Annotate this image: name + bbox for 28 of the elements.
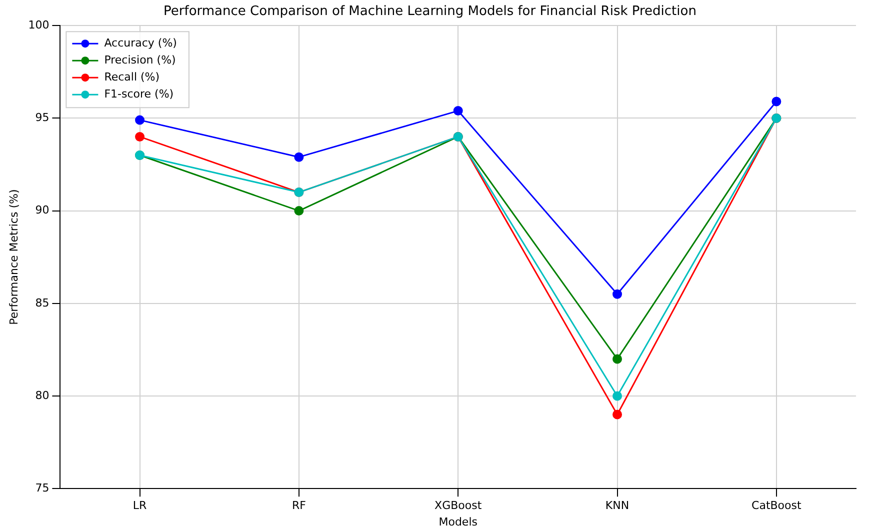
chart-title: Performance Comparison of Machine Learning Models for Financial Risk Prediction [164, 4, 696, 20]
y-axis-title: Performance Metrics (%) [7, 189, 20, 325]
y-tick-label: 90 [35, 204, 50, 217]
x-tick-label: XGBoost [434, 499, 482, 512]
point [294, 206, 304, 216]
legend-label: Precision (%) [104, 53, 176, 66]
point [135, 132, 145, 142]
x-tick-label: CatBoost [752, 499, 802, 512]
point [612, 354, 622, 364]
point [612, 391, 622, 401]
point [612, 410, 622, 420]
legend-label: F1-score (%) [104, 87, 174, 100]
y-tick-label: 100 [28, 18, 50, 32]
y-tick-label: 80 [35, 388, 50, 402]
point [612, 289, 622, 299]
y-tick-label: 95 [35, 111, 50, 124]
x-tick-label: KNN [605, 499, 630, 512]
y-tick-label: 75 [35, 481, 50, 494]
point [453, 106, 463, 116]
legend-label: Accuracy (%) [104, 36, 177, 50]
point [772, 96, 782, 106]
legend-label: Recall (%) [104, 70, 160, 84]
point [135, 115, 145, 125]
point [294, 152, 304, 162]
x-tick-label: LR [132, 499, 148, 512]
x-axis-title: Models [438, 515, 478, 528]
x-tick-label: RF [292, 499, 306, 512]
y-tick-label: 85 [35, 296, 50, 310]
